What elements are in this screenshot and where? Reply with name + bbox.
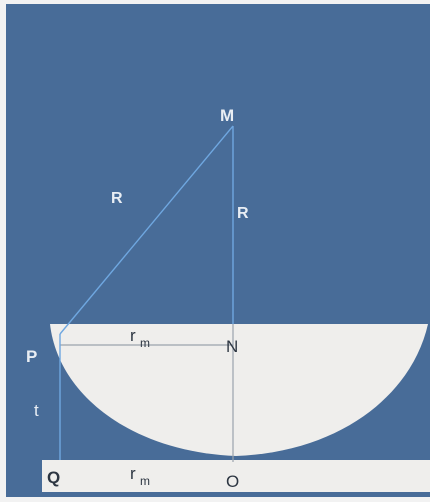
label-Q: Q	[47, 468, 60, 487]
line-MP	[59, 125, 234, 335]
base-strip	[42, 460, 430, 492]
label-t: t	[34, 401, 39, 420]
lens-shape	[50, 324, 428, 456]
label-rm-bottom-subscript: m	[140, 474, 150, 488]
label-rm-top: r	[130, 326, 136, 345]
label-P: P	[26, 347, 37, 366]
label-M: M	[220, 106, 234, 125]
label-O: O	[226, 472, 239, 491]
label-rm-top-subscript: m	[140, 336, 150, 350]
label-R-hypotenuse: R	[111, 190, 123, 207]
label-N: N	[226, 337, 238, 356]
label-rm-bottom: r	[130, 464, 136, 483]
label-R-vertical: R	[237, 205, 249, 222]
